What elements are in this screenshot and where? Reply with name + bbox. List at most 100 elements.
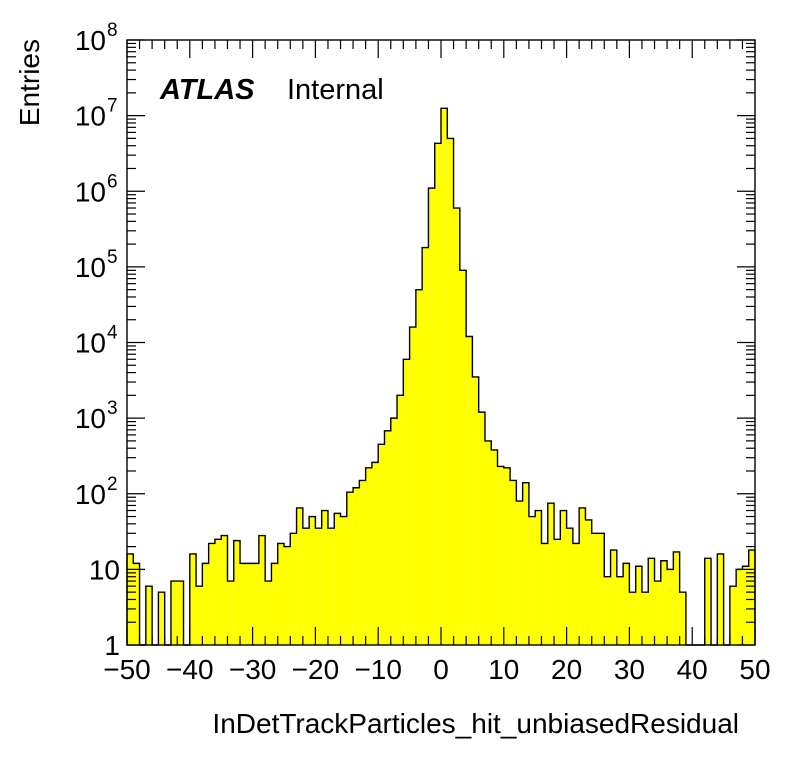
histogram-bar [503,467,511,645]
histogram-bar [585,519,592,645]
histogram-bar [579,507,586,645]
histogram-bar [717,553,724,645]
svg-text:10: 10 [75,403,106,434]
histogram-bar [748,550,755,645]
histogram-bar [371,462,379,645]
svg-text:3: 3 [107,398,118,419]
histogram-bar [667,569,674,645]
x-tick-label: −20 [292,654,340,685]
histogram-bar [522,482,529,645]
histogram-bar [604,576,611,645]
histogram-bar [315,528,322,645]
y-tick-label: 10 5 [75,247,118,283]
svg-text:7: 7 [107,96,118,117]
histogram-bar [679,592,686,645]
svg-text:2: 2 [107,474,118,495]
histogram-bar [497,466,504,645]
histogram-bar [265,581,272,645]
histogram-bar [309,516,316,645]
histogram-bar [252,563,259,645]
histogram-bar [648,558,655,645]
histogram-bar [447,138,454,646]
svg-text:1: 1 [104,630,120,661]
histogram-bar [221,535,228,645]
histogram-bar [428,188,435,645]
histogram-bar [378,444,385,645]
y-axis-title: Entries [14,39,45,126]
histogram-bar [491,449,498,645]
histogram-bar [365,467,372,645]
histogram-bar [441,108,448,645]
x-tick-label: −10 [354,654,402,685]
histogram-bar [641,592,649,645]
y-tick-label: 10 4 [75,323,118,359]
histogram-bar [170,581,178,645]
svg-text:5: 5 [107,247,118,268]
histogram-bar [560,510,567,645]
histogram-bar [214,539,222,645]
histogram-bar [227,581,234,645]
y-tick-label: 10 [89,554,120,585]
svg-text:10: 10 [75,328,106,359]
histogram-bar [598,533,605,645]
svg-text:10: 10 [75,479,106,510]
histogram-bar [202,563,209,645]
histogram-bar [434,143,441,646]
svg-text:10: 10 [75,176,106,207]
histogram-bar [654,581,661,645]
histogram-bar [528,516,536,645]
y-tick-label: 10 7 [75,96,118,132]
y-tick-label: 10 2 [75,474,118,510]
histogram-bar [145,586,153,645]
histogram-bar [302,528,310,645]
histogram-bar [271,563,278,645]
histogram-bar [742,566,749,645]
histogram-bar [459,270,467,645]
histogram-bar [472,376,479,645]
x-tick-label: 50 [739,654,770,685]
histogram-bar [296,507,303,645]
histogram-bar [510,480,517,645]
histogram-bar [635,566,642,645]
histogram-bar [359,480,366,645]
y-tick-label: 10 6 [75,171,118,207]
histogram-bar [478,412,485,645]
histogram-bar [623,563,630,645]
histogram-bar [547,503,555,645]
histogram-bar [334,513,341,645]
histogram-bar [629,592,636,645]
histogram-bar [133,563,140,645]
histogram-bar [453,208,460,645]
y-tick-label: 1 [104,630,120,661]
histogram-bar [277,543,284,645]
histogram-bar [403,359,410,645]
histogram-bars [126,107,756,646]
histogram-bar [660,560,668,645]
svg-text:10: 10 [75,101,106,132]
histogram-bar [390,418,398,645]
histogram-bar [554,539,561,645]
y-tick-label: 10 3 [75,398,118,434]
x-tick-label: 10 [488,654,519,685]
histogram-bar [233,540,241,645]
atlas-label: ATLAS [159,74,255,106]
histogram-bar [397,395,404,645]
x-tick-label: 30 [614,654,645,685]
histogram-bar [240,563,247,645]
x-axis-title: InDetTrackParticles_hit_unbiasedResidual [212,708,739,739]
x-tick-label: −30 [229,654,277,685]
histogram-bar [258,535,266,645]
x-tick-label: 20 [551,654,582,685]
histogram-bar [409,327,416,645]
histogram-bar [673,551,680,645]
histogram-bar [415,289,423,645]
histogram-bar [284,546,291,645]
histogram-bar [353,487,360,645]
histogram-bar [158,592,165,645]
histogram-bar [616,576,624,645]
histogram-bar [321,510,328,645]
histogram-bar [208,543,215,645]
